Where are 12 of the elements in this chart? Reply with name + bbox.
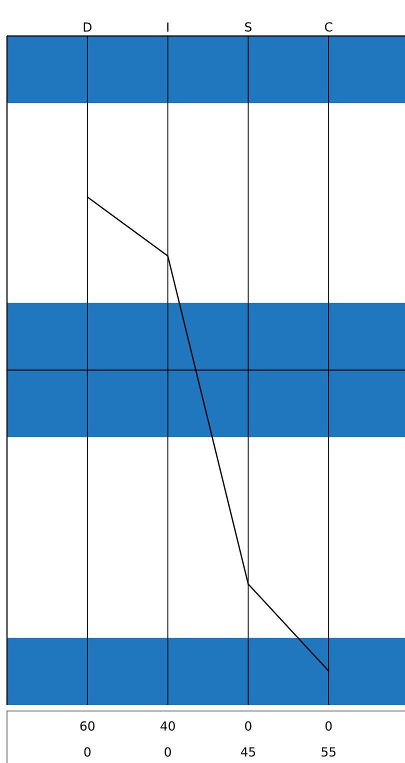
text: 45 bbox=[240, 747, 256, 757]
text: 0 bbox=[84, 747, 91, 757]
text: 60 bbox=[80, 721, 94, 731]
x-tick-label: I bbox=[167, 22, 168, 32]
x-tick-label: D bbox=[84, 22, 92, 32]
text: 0 bbox=[245, 721, 252, 731]
x-tick-label: C bbox=[324, 22, 332, 32]
x-tick-label: S bbox=[245, 22, 252, 32]
text: 0 bbox=[164, 747, 171, 757]
text: 40 bbox=[160, 721, 175, 731]
text: 55 bbox=[322, 747, 336, 757]
text: 0 bbox=[325, 721, 332, 731]
